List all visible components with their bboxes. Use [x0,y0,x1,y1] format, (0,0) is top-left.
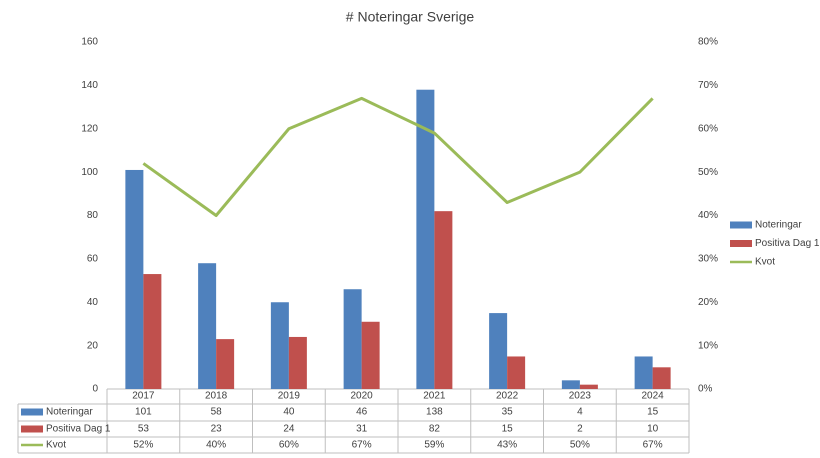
table-cell: 50% [570,440,590,451]
y2-tick-label: 50% [698,167,718,178]
y-tick-label: 80 [87,210,99,221]
table-series-name: Noteringar [46,407,93,418]
table-cell: 4 [577,407,583,418]
y-tick-label: 40 [87,297,99,308]
y-tick-label: 0 [92,384,98,395]
table-cell: 10 [647,424,659,435]
y2-tick-label: 0% [698,384,713,395]
x-tick-label: 2022 [496,391,519,402]
bar [143,274,162,389]
bar [198,263,217,389]
x-tick-label: 2023 [569,391,592,402]
table-cell: 67% [352,440,372,451]
table-series-name: Positiva Dag 1 [46,424,111,435]
x-tick-label: 2020 [351,391,374,402]
table-key [21,408,43,416]
table-cell: 2 [577,424,583,435]
x-tick-label: 2024 [642,391,665,402]
bar [634,356,653,389]
bar [270,302,289,389]
chart-title: # Noteringar Sverige [346,9,475,25]
y2-tick-label: 30% [698,254,718,265]
table-cell: 43% [497,440,517,451]
y2-tick-label: 20% [698,297,718,308]
line [142,96,654,217]
bar [416,89,435,390]
legend-key [730,221,752,229]
bar [288,336,307,389]
x-tick-label: 2019 [278,391,301,402]
y2-tick-label: 80% [698,37,718,48]
legend-label: Positiva Dag 1 [755,238,820,249]
table-cell: 82 [429,424,441,435]
bar [561,380,580,389]
legend-label: Kvot [755,257,775,268]
x-tick-label: 2021 [423,391,446,402]
y-tick-label: 120 [81,123,98,134]
table-cell: 52% [133,440,153,451]
legend-label: Noteringar [755,220,802,231]
legend-key [730,240,752,247]
x-tick-label: 2018 [205,391,228,402]
bar [652,367,671,389]
y2-tick-label: 60% [698,123,718,134]
table-cell: 67% [643,440,663,451]
table-cell: 24 [283,424,295,435]
bar [507,356,526,389]
bar [125,169,144,389]
table-cell: 15 [502,424,514,435]
table-cell: 101 [135,407,152,418]
y-tick-label: 140 [81,80,98,91]
bar [579,384,598,389]
table-cell: 31 [356,424,368,435]
table-cell: 15 [647,407,659,418]
y-tick-label: 160 [81,37,98,48]
y2-tick-label: 40% [698,210,718,221]
bar [216,339,235,389]
table-cell: 138 [426,407,443,418]
bar [434,211,453,389]
y-tick-label: 60 [87,254,99,265]
table-key [21,425,43,433]
y-tick-label: 100 [81,167,98,178]
table-cell: 59% [424,440,444,451]
bar [489,313,508,389]
y-tick-label: 20 [87,340,99,351]
bar [361,321,380,389]
table-cell: 58 [211,407,223,418]
table-cell: 40% [206,440,226,451]
table-cell: 23 [211,424,223,435]
y2-tick-label: 10% [698,340,718,351]
bar [343,289,362,389]
table-cell: 40 [283,407,295,418]
table-cell: 60% [279,440,299,451]
x-tick-label: 2017 [132,391,155,402]
table-cell: 53 [138,424,150,435]
table-series-name: Kvot [46,440,66,451]
table-cell: 35 [502,407,514,418]
y2-tick-label: 70% [698,80,718,91]
table-cell: 46 [356,407,368,418]
